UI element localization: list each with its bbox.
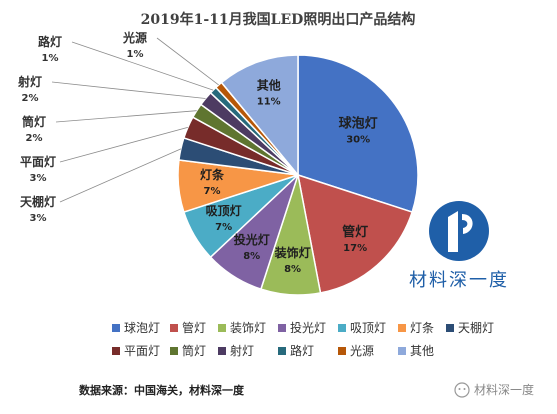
legend-swatch [278, 347, 286, 355]
slice-percent: 17% [343, 243, 367, 254]
slice-label: 其他 11% [257, 78, 281, 108]
leader-line [156, 37, 219, 86]
legend-swatch [446, 324, 454, 332]
pie-slice [297, 173, 414, 294]
legend-entry: 光源 [350, 344, 374, 358]
slice-name: 灯条 [200, 167, 225, 182]
legend-swatch [398, 347, 406, 355]
wechat-tag: 材料深一度 [454, 382, 534, 398]
legend-entry: 投光灯 [290, 320, 326, 335]
slice-label: 光源 1% [122, 30, 147, 60]
legend-entry: 射灯 [230, 343, 254, 358]
slice-label: 球泡灯 30% [339, 115, 378, 145]
leader-line [59, 126, 188, 163]
slice-name: 路灯 [38, 34, 62, 49]
slice-percent: 3% [30, 173, 47, 184]
legend-entry: 吸顶灯 [350, 321, 386, 335]
slice-label: 路灯 1% [38, 34, 62, 64]
slice-percent: 7% [203, 186, 220, 197]
leader-lines [51, 37, 219, 203]
legend-entry: 球泡灯 [124, 321, 160, 335]
slice-label: 灯条 7% [200, 167, 225, 197]
slice-label: 射灯 2% [17, 74, 42, 104]
leader-line [71, 41, 214, 91]
legend-entry: 管灯 [182, 320, 206, 335]
slice-label: 天棚灯 3% [20, 194, 56, 224]
legend-swatch [398, 324, 406, 332]
legend-swatch [218, 347, 226, 355]
legend-entry: 灯条 [410, 321, 434, 335]
slice-percent: 2% [22, 93, 39, 104]
legend-entry: 路灯 [290, 343, 314, 358]
legend-swatch [170, 347, 178, 355]
slice-percent: 7% [215, 222, 232, 233]
slice-percent: 1% [127, 49, 144, 60]
leader-line [59, 148, 182, 203]
slice-name: 投光灯 [234, 232, 270, 247]
legend-entry: 天棚灯 [458, 320, 494, 335]
wechat-tag-text: 材料深一度 [474, 382, 534, 397]
wechat-icon-dot [458, 388, 461, 390]
slice-percent: 1% [42, 53, 59, 64]
slice-label: 投光灯 8% [234, 232, 270, 262]
legend-swatch [338, 324, 346, 332]
legend-swatch [278, 324, 286, 332]
wechat-icon-dot [463, 388, 466, 390]
pie-slice [297, 54, 419, 214]
legend-entry: 平面灯 [124, 344, 160, 358]
legend-swatch [170, 324, 178, 332]
legend-entry: 装饰灯 [230, 321, 266, 335]
slice-percent: 8% [284, 264, 301, 275]
slice-labels: 球泡灯 30% 管灯 17% 装饰灯 8% 投光灯 8% 吸顶灯 7% 灯条 7% 天棚灯 3% 平面灯 3%… [17, 30, 378, 275]
watermark-logo: 材料深一度 [409, 201, 509, 291]
slice-name: 管灯 [342, 224, 368, 240]
legend-swatch [112, 324, 120, 332]
slice-label: 吸顶灯 7% [206, 203, 242, 233]
slice-label: 装饰灯 8% [274, 245, 311, 275]
slice-percent: 3% [30, 213, 47, 224]
slice-label: 筒灯 2% [22, 114, 46, 144]
slice-name: 装饰灯 [274, 245, 311, 260]
slice-label: 管灯 17% [342, 224, 368, 254]
legend-entry: 筒灯 [182, 343, 206, 358]
slice-name: 球泡灯 [339, 115, 378, 131]
legend-entry: 其他 [410, 344, 434, 358]
slice-percent: 11% [257, 97, 281, 108]
leader-line [55, 110, 197, 123]
logo-text: 材料深一度 [409, 270, 509, 291]
slice-label: 平面灯 3% [20, 154, 56, 184]
pie-slice [220, 54, 299, 178]
chart-title: 2019年1-11月我国LED照明出口产品结构 [141, 11, 416, 28]
slice-name: 吸顶灯 [206, 203, 242, 218]
logo-mark-icon [448, 211, 473, 252]
legend-swatch [218, 324, 226, 332]
pie-slices [177, 54, 419, 296]
wechat-icon [454, 382, 470, 398]
legend-swatch [338, 347, 346, 355]
legend-swatch [112, 347, 120, 355]
logo-circle [429, 201, 489, 261]
source-note: 数据来源：中国海关，材料深一度 [79, 383, 245, 397]
slice-name: 天棚灯 [20, 194, 56, 209]
slice-percent: 2% [26, 133, 43, 144]
slice-name: 射灯 [17, 74, 42, 89]
slice-percent: 8% [243, 251, 260, 262]
slice-name: 筒灯 [22, 114, 46, 129]
slice-name: 其他 [257, 78, 281, 93]
leader-line [51, 81, 206, 99]
slice-percent: 30% [346, 134, 370, 145]
slice-name: 平面灯 [20, 154, 56, 169]
slice-name: 光源 [122, 30, 147, 45]
